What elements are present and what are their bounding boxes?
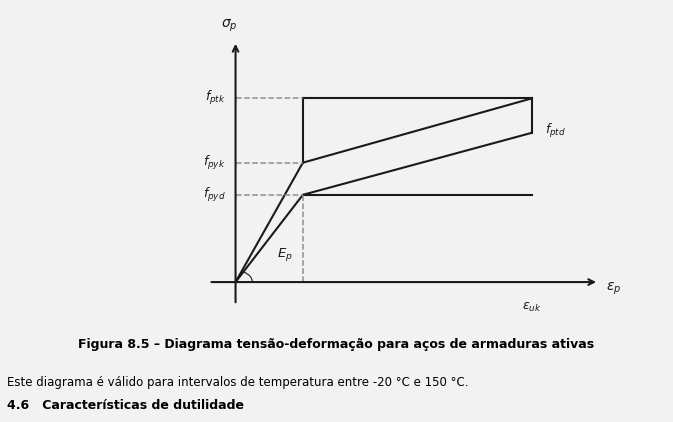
Text: Figura 8.5 – Diagrama tensão-deformação para aços de armaduras ativas: Figura 8.5 – Diagrama tensão-deformação … [79,338,594,351]
Text: $\varepsilon_{uk}$: $\varepsilon_{uk}$ [522,300,542,314]
Text: $f_{pyd}$: $f_{pyd}$ [203,186,225,204]
Text: $f_{ptd}$: $f_{ptd}$ [545,122,566,140]
Text: $\sigma_p$: $\sigma_p$ [221,18,237,34]
Text: 4.6   Características de dutilidade: 4.6 Características de dutilidade [7,399,244,412]
Text: $f_{ptk}$: $f_{ptk}$ [205,89,225,108]
Text: $E_p$: $E_p$ [277,246,293,263]
Text: $f_{pyk}$: $f_{pyk}$ [203,154,225,172]
Text: Este diagrama é válido para intervalos de temperatura entre -20 °C e 150 °C.: Este diagrama é válido para intervalos d… [7,376,468,389]
Text: $\varepsilon_p$: $\varepsilon_p$ [606,281,621,297]
